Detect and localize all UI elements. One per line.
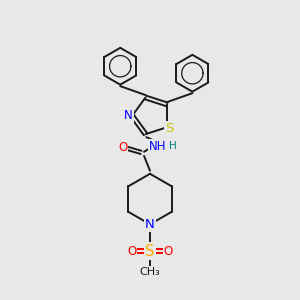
Text: N: N [145, 218, 155, 231]
Text: CH₃: CH₃ [140, 267, 160, 277]
Text: NH: NH [149, 140, 166, 153]
Text: H: H [169, 141, 177, 152]
Text: O: O [164, 244, 173, 258]
Text: O: O [127, 244, 136, 258]
Text: S: S [165, 122, 174, 135]
Text: O: O [118, 140, 127, 154]
Text: N: N [124, 109, 133, 122]
Text: S: S [145, 244, 155, 259]
